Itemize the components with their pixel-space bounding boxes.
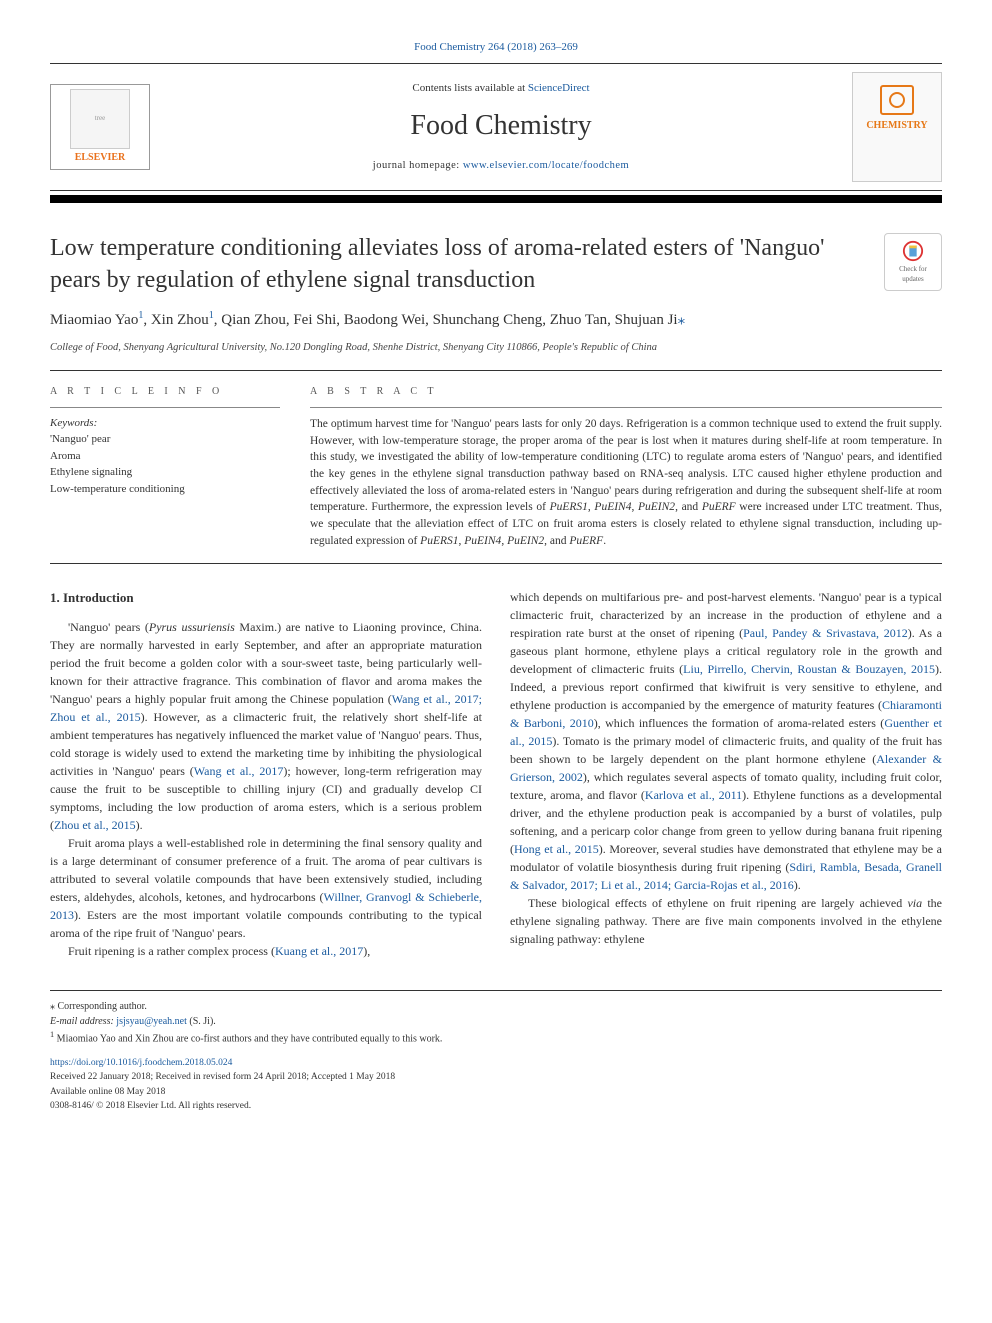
journal-header: tree ELSEVIER Contents lists available a… xyxy=(50,63,942,191)
divider xyxy=(50,407,280,408)
contents-prefix: Contents lists available at xyxy=(412,82,527,94)
sciencedirect-link[interactable]: ScienceDirect xyxy=(528,82,590,94)
author-list: Miaomiao Yao1, Xin Zhou1, Qian Zhou, Fei… xyxy=(50,308,942,332)
corresponding-email-link[interactable]: jsjsyau@yeah.net xyxy=(116,1016,187,1027)
contents-lists-line: Contents lists available at ScienceDirec… xyxy=(170,81,832,96)
email-suffix: (S. Ji). xyxy=(187,1016,216,1027)
updates-text-2: updates xyxy=(902,275,923,285)
doi-link[interactable]: https://doi.org/10.1016/j.foodchem.2018.… xyxy=(50,1058,232,1068)
keyword: Aroma xyxy=(50,448,280,465)
divider xyxy=(50,563,942,564)
keyword: Low-temperature conditioning xyxy=(50,481,280,498)
check-for-updates-badge[interactable]: Check for updates xyxy=(884,233,942,291)
copyright-line: 0308-8146/ © 2018 Elsevier Ltd. All righ… xyxy=(50,1099,942,1113)
received-dates: Received 22 January 2018; Received in re… xyxy=(50,1070,942,1084)
cofirst-text: Miaomiao Yao and Xin Zhou are co-first a… xyxy=(57,1033,443,1044)
divider xyxy=(50,370,942,371)
elsevier-wordmark: ELSEVIER xyxy=(75,151,126,165)
article-title: Low temperature conditioning alleviates … xyxy=(50,233,884,295)
keyword: 'Nanguo' pear xyxy=(50,431,280,448)
paragraph: These biological effects of ethylene on … xyxy=(510,894,942,948)
cofirst-note: 1 Miaomiao Yao and Xin Zhou are co-first… xyxy=(50,1029,942,1046)
divider xyxy=(310,407,942,408)
homepage-prefix: journal homepage: xyxy=(373,160,463,171)
elsevier-tree-icon: tree xyxy=(70,89,130,149)
keywords-list: 'Nanguo' pear Aroma Ethylene signaling L… xyxy=(50,431,280,497)
article-info-label: A R T I C L E I N F O xyxy=(50,385,280,399)
header-divider-bar xyxy=(50,195,942,203)
email-line: E-mail address: jsjsyau@yeah.net (S. Ji)… xyxy=(50,1014,942,1029)
section-heading: 1. Introduction xyxy=(50,588,482,608)
keywords-heading: Keywords: xyxy=(50,416,280,431)
journal-name: Food Chemistry xyxy=(170,106,832,145)
corresponding-author-note: ⁎ Corresponding author. xyxy=(50,999,942,1014)
paragraph: which depends on multifarious pre- and p… xyxy=(510,588,942,894)
article-body: 1. Introduction 'Nanguo' pears (Pyrus us… xyxy=(50,588,942,960)
running-citation: Food Chemistry 264 (2018) 263–269 xyxy=(50,40,942,55)
email-label: E-mail address: xyxy=(50,1016,116,1027)
available-online: Available online 08 May 2018 xyxy=(50,1085,942,1099)
paragraph: 'Nanguo' pears (Pyrus ussuriensis Maxim.… xyxy=(50,618,482,834)
article-footer: ⁎ Corresponding author. E-mail address: … xyxy=(50,990,942,1113)
abstract-text: The optimum harvest time for 'Nanguo' pe… xyxy=(310,416,942,549)
journal-homepage-line: journal homepage: www.elsevier.com/locat… xyxy=(170,159,832,174)
journal-homepage-link[interactable]: www.elsevier.com/locate/foodchem xyxy=(463,160,629,171)
cover-text: CHEMISTRY xyxy=(866,119,927,133)
food-chemistry-icon xyxy=(880,85,914,115)
abstract-label: A B S T R A C T xyxy=(310,385,942,399)
updates-icon xyxy=(902,240,924,262)
paragraph: Fruit ripening is a rather complex proce… xyxy=(50,942,482,960)
affiliation: College of Food, Shenyang Agricultural U… xyxy=(50,341,942,356)
journal-cover-thumbnail: CHEMISTRY xyxy=(852,72,942,182)
keyword: Ethylene signaling xyxy=(50,464,280,481)
updates-text-1: Check for xyxy=(899,265,927,275)
elsevier-logo: tree ELSEVIER xyxy=(50,84,150,170)
paragraph: Fruit aroma plays a well-established rol… xyxy=(50,834,482,942)
